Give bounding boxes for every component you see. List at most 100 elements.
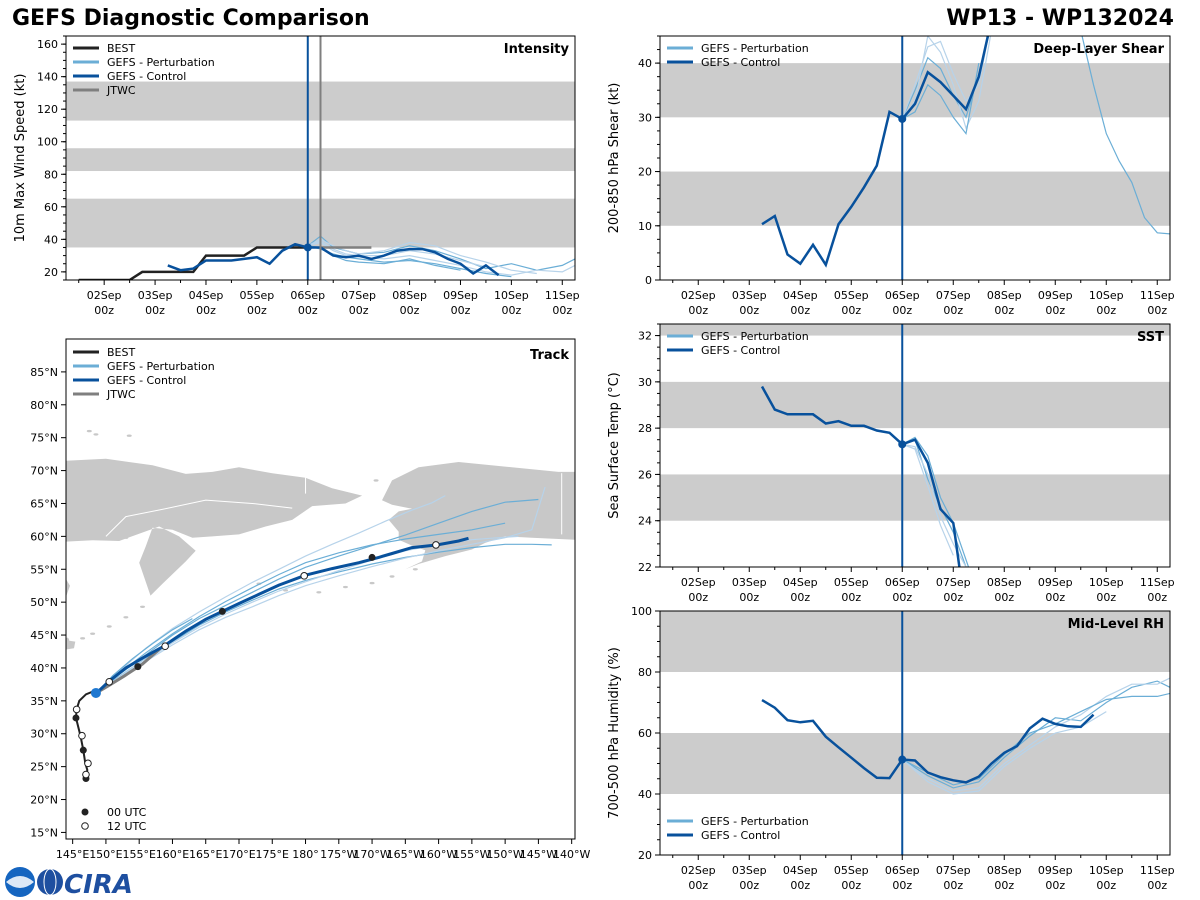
- rh-xtick-date: 07Sep: [936, 864, 971, 877]
- cira-logo: CIRA: [5, 867, 133, 900]
- island-16: [373, 479, 379, 482]
- sst-xtick-date: 05Sep: [834, 576, 869, 589]
- track-lon-label: 175°E: [256, 848, 289, 861]
- track-lat-label: 55°N: [30, 563, 58, 576]
- sst-control-line: [760, 385, 961, 567]
- legend-00z-label: 00 UTC: [107, 806, 147, 819]
- track-lon-label: 150°E: [89, 848, 122, 861]
- track-perturbation-line-0: [96, 498, 539, 693]
- rh-title: Mid-Level RH: [1068, 617, 1164, 632]
- siberia-landmass: [66, 458, 363, 596]
- intensity-xtick-hour: 00z: [196, 304, 216, 317]
- intensity-control-line: [167, 242, 500, 277]
- rh-band-0: [660, 733, 1170, 794]
- sakhalin-landmass: [66, 579, 70, 597]
- track-lat-label: 75°N: [30, 432, 58, 445]
- intensity-xtick-hour: 00z: [298, 304, 318, 317]
- island-15: [126, 434, 132, 437]
- best-12z-marker: [84, 759, 92, 768]
- sst-xtick-hour: 00z: [739, 591, 759, 604]
- intensity-perturbation-line-5: [307, 240, 487, 268]
- best-12z-marker: [82, 770, 90, 779]
- shear-ytick-label: 30: [638, 111, 652, 124]
- sst-band-1: [660, 381, 1170, 429]
- intensity-ytick-label: 100: [37, 136, 58, 149]
- intensity-perturbation-line-1: [307, 241, 575, 276]
- track-lat-label: 80°N: [30, 399, 58, 412]
- shear-ytick-label: 40: [638, 57, 652, 70]
- control-12z-marker: [432, 541, 440, 549]
- control-12z-marker: [300, 572, 308, 580]
- intensity-xtick-date: 04Sep: [189, 289, 224, 302]
- rh-ylabel: 700-500 hPa Humidity (%): [607, 647, 622, 819]
- track-lon-label: 140°W: [553, 848, 590, 861]
- intensity-legend-label: BEST: [107, 42, 135, 55]
- sst-xtick-hour: 00z: [790, 591, 810, 604]
- shear-title: Deep-Layer Shear: [1033, 42, 1164, 57]
- island-10: [389, 575, 395, 578]
- intensity-xtick-date: 02Sep: [87, 289, 122, 302]
- intensity-xtick-date: 05Sep: [240, 289, 275, 302]
- intensity-xtick-date: 11Sep: [545, 289, 580, 302]
- rh-plot-area: [660, 611, 1170, 855]
- track-legend-label: JTWC: [106, 388, 136, 401]
- intensity-xtick-hour: 00z: [349, 304, 369, 317]
- island-2: [106, 625, 112, 628]
- sst-ytick-label: 26: [638, 468, 652, 481]
- sst-xtick-date: 11Sep: [1140, 576, 1175, 589]
- shear-xtick-date: 02Sep: [681, 289, 716, 302]
- rh-init-marker: [898, 755, 907, 764]
- intensity-legend-label: GEFS - Perturbation: [107, 56, 215, 69]
- sst-band-0: [660, 474, 1170, 521]
- rh-xtick-date: 03Sep: [732, 864, 767, 877]
- shear-perturbation-line-4: [1081, 36, 1170, 235]
- shear-legend-label: GEFS - Control: [701, 56, 780, 69]
- sst-xtick-date: 02Sep: [681, 576, 716, 589]
- track-lon-label: 155°E: [122, 848, 155, 861]
- shear-panel: 0 10 20 30 40 02Sep 00z 03Sep 00z 04Sep 00z 05Sep 00…: [607, 35, 1175, 317]
- intensity-xtick-date: 08Sep: [392, 289, 427, 302]
- track-lon-label: 170°E: [222, 848, 255, 861]
- intensity-xtick-date: 03Sep: [138, 289, 173, 302]
- control-12z-marker: [161, 642, 169, 651]
- rh-xtick-hour: 00z: [892, 879, 912, 892]
- track-lat-label: 85°N: [30, 366, 58, 379]
- island-11: [412, 568, 418, 571]
- shear-band-0: [660, 171, 1170, 226]
- cira-globe-meridian-icon: [43, 868, 57, 896]
- intensity-legend-label: JTWC: [106, 84, 136, 97]
- track-lon-label: 170°W: [353, 848, 390, 861]
- island-0: [80, 637, 86, 640]
- track-lon-label: 160°W: [420, 848, 457, 861]
- shear-legend-label: GEFS - Perturbation: [701, 42, 809, 55]
- control-00z-marker: [134, 663, 142, 671]
- rh-control-line: [761, 699, 1095, 784]
- sst-xtick-date: 03Sep: [732, 576, 767, 589]
- shear-xtick-date: 08Sep: [987, 289, 1022, 302]
- intensity-ylabel: 10m Max Wind Speed (kt): [13, 74, 28, 243]
- shear-xtick-date: 11Sep: [1140, 289, 1175, 302]
- rh-xtick-date: 09Sep: [1038, 864, 1073, 877]
- sst-xtick-date: 09Sep: [1038, 576, 1073, 589]
- intensity-xtick-hour: 00z: [552, 304, 572, 317]
- track-frame: [65, 338, 576, 840]
- island-14: [93, 433, 99, 436]
- rh-perturbation-line-0: [901, 680, 1170, 789]
- control-00z-marker: [368, 553, 376, 561]
- shear-xtick-hour: 00z: [1096, 304, 1116, 317]
- island-8: [342, 585, 348, 589]
- current-position-marker: [90, 687, 101, 698]
- intensity-xtick-date: 06Sep: [290, 289, 325, 302]
- shear-xtick-date: 03Sep: [732, 289, 767, 302]
- track-lat-label: 50°N: [30, 596, 58, 609]
- sst-xtick-hour: 00z: [943, 591, 963, 604]
- sst-ytick-label: 22: [638, 561, 652, 574]
- intensity-xtick-date: 07Sep: [341, 289, 376, 302]
- shear-xtick-hour: 00z: [1045, 304, 1065, 317]
- intensity-xtick-date: 10Sep: [494, 289, 529, 302]
- shear-xtick-hour: 00z: [739, 304, 759, 317]
- rh-perturbation-line-3: [901, 711, 1107, 795]
- rh-band-1: [660, 611, 1170, 672]
- intensity-xtick-hour: 00z: [94, 304, 114, 317]
- rh-xtick-hour: 00z: [994, 879, 1014, 892]
